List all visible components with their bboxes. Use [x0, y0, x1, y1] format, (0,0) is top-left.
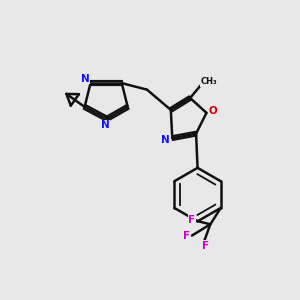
Text: N: N	[101, 120, 110, 130]
Text: F: F	[183, 231, 190, 241]
Text: N: N	[161, 136, 170, 146]
Text: N: N	[81, 74, 90, 84]
Text: F: F	[202, 241, 209, 251]
Text: O: O	[208, 106, 217, 116]
Text: CH₃: CH₃	[200, 77, 217, 86]
Text: F: F	[188, 214, 196, 224]
